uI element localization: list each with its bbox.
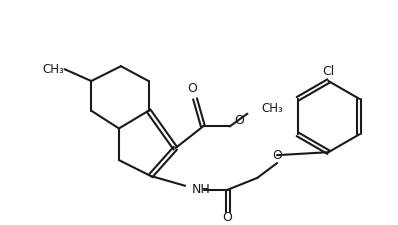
Text: O: O (272, 149, 282, 162)
Text: O: O (223, 211, 232, 224)
Text: CH₃: CH₃ (261, 102, 283, 115)
Text: O: O (187, 82, 197, 95)
Text: CH₃: CH₃ (43, 63, 64, 76)
Text: NH: NH (192, 183, 211, 196)
Text: Cl: Cl (322, 65, 335, 78)
Text: O: O (234, 114, 244, 127)
